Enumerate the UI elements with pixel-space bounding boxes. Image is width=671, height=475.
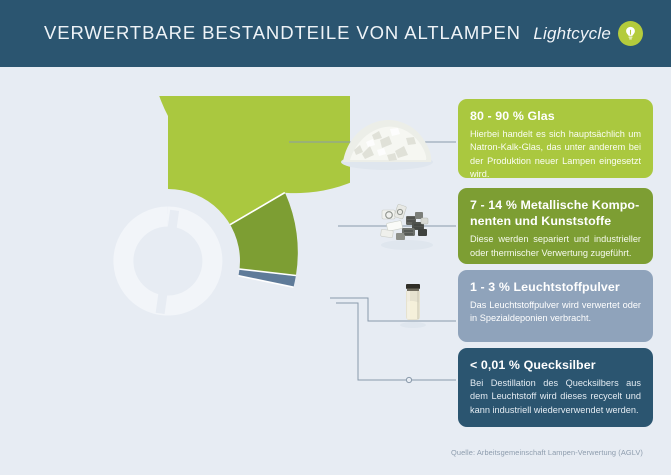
panel-quecksilber-body: Bei Destillation des Quecksilbers aus de… <box>470 378 641 415</box>
source-attribution: Quelle: Arbeitsgemeinschaft Lampen-Verwe… <box>451 448 643 457</box>
header-bar: VERWERTBARE BESTANDTEILE VON ALTLAMPEN L… <box>0 0 671 67</box>
panel-metall-title: 7 - 14 % Metallische Kompo- nenten und K… <box>470 198 640 229</box>
donut-chart <box>20 96 350 426</box>
panel-glas-body: Hierbei handelt es sich hauptsächlich um… <box>470 129 641 180</box>
page-title: VERWERTBARE BESTANDTEILE VON ALTLAMPEN <box>44 22 521 43</box>
panel-leuchtstoff[interactable]: 1 - 3 % Leuchtstoffpulver Das Leuchtstof… <box>458 270 653 342</box>
panel-leuchtstoff-body: Das Leuchtstoffpulver wird verwertet ode… <box>470 300 641 324</box>
phosphor-powder-jar-photo <box>396 281 430 329</box>
brand-name: Lightcycle <box>533 23 611 43</box>
panel-quecksilber-title: < 0,01 % Quecksilber <box>470 358 596 372</box>
panel-metall-body: Diese werden separiert und industrieller… <box>470 234 641 258</box>
recycling-cycle-icon <box>113 206 223 316</box>
panel-leuchtstoff-title: 1 - 3 % Leuchtstoffpulver <box>470 280 620 294</box>
leader-endpoint-marker <box>405 376 413 384</box>
metal-plastic-parts-photo <box>374 200 440 252</box>
lightbulb-icon <box>618 21 643 46</box>
brand-logo: Lightcycle <box>533 21 643 46</box>
crushed-glass-photo <box>332 110 442 172</box>
panel-metall[interactable]: 7 - 14 % Metallische Kompo- nenten und K… <box>458 188 653 264</box>
panel-glas-title: 80 - 90 % Glas <box>470 109 555 123</box>
panel-glas[interactable]: 80 - 90 % Glas Hierbei handelt es sich h… <box>458 99 653 180</box>
panel-quecksilber[interactable]: < 0,01 % Quecksilber Bei Destillation de… <box>458 348 653 427</box>
